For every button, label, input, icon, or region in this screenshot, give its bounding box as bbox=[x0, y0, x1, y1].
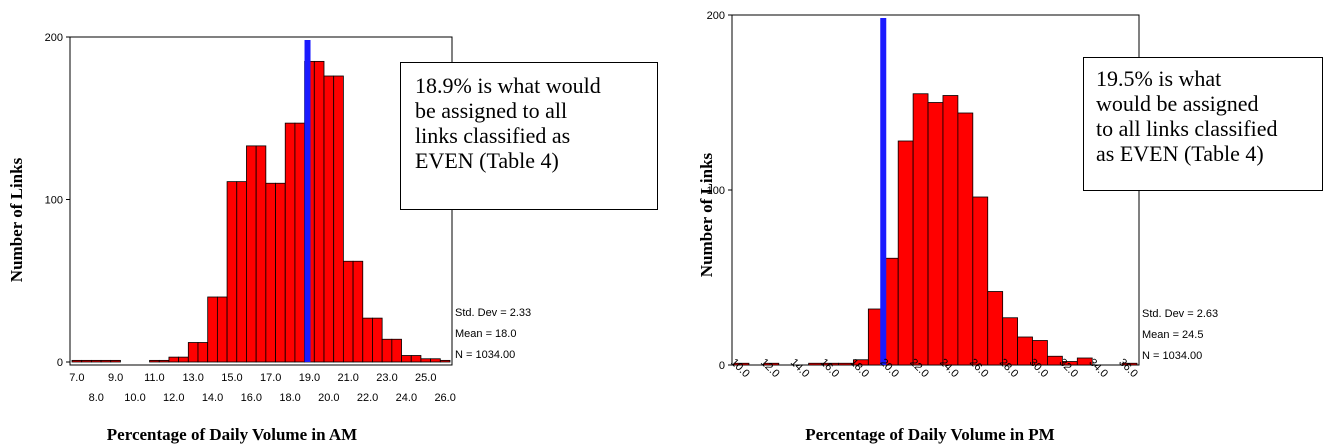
y-tick-label: 200 bbox=[45, 32, 63, 44]
histogram-bar bbox=[334, 76, 344, 362]
x-tick-label: 20.0 bbox=[318, 392, 339, 404]
am-x-ticks: 7.0 9.0 11.0 13.0 15.0 17.0 19.0 21.0 23.0 25.0 8.… bbox=[69, 372, 456, 404]
histogram-bar bbox=[421, 359, 431, 362]
x-tick-label: 15.0 bbox=[221, 372, 242, 384]
am-annotation-line: EVEN (Table 4) bbox=[415, 148, 643, 173]
x-tick-label: 24.0 bbox=[396, 392, 417, 404]
y-tick-label: 0 bbox=[57, 357, 63, 369]
histogram-bar bbox=[431, 359, 441, 362]
histogram-bar bbox=[343, 261, 353, 362]
histogram-bar bbox=[363, 318, 373, 362]
x-tick-label: 12.0 bbox=[163, 392, 184, 404]
x-tick-label: 21.0 bbox=[338, 372, 359, 384]
y-tick-label: 100 bbox=[45, 195, 63, 207]
x-tick-label: 13.0 bbox=[182, 372, 203, 384]
x-tick-label: 36.0 bbox=[1116, 356, 1140, 380]
histogram-bar bbox=[973, 197, 988, 365]
am-y-axis-title: Number of Links bbox=[7, 157, 26, 282]
histogram-bar bbox=[382, 339, 392, 362]
histogram-bar bbox=[101, 360, 111, 362]
pm-stat-n: N = 1034.00 bbox=[1142, 350, 1202, 362]
histogram-bar bbox=[943, 96, 958, 366]
am-x-axis-title: Percentage of Daily Volume in AM bbox=[107, 425, 357, 444]
pm-stat-mean: Mean = 24.5 bbox=[1142, 329, 1203, 341]
x-tick-label: 34.0 bbox=[1086, 356, 1110, 380]
am-annotation-line: be assigned to all bbox=[415, 98, 643, 123]
pm-annotation-line: 19.5% is what bbox=[1096, 66, 1310, 91]
x-tick-label: 17.0 bbox=[260, 372, 281, 384]
am-stat-n: N = 1034.00 bbox=[455, 349, 515, 361]
histogram-bar bbox=[440, 360, 450, 362]
am-stat-mean: Mean = 18.0 bbox=[455, 328, 516, 340]
histogram-bar bbox=[179, 357, 189, 362]
x-tick-label: 16.0 bbox=[818, 356, 842, 380]
x-tick-label: 9.0 bbox=[108, 372, 123, 384]
histogram-bar bbox=[928, 103, 943, 366]
histogram-bar bbox=[392, 339, 402, 362]
histogram-bar bbox=[188, 343, 198, 363]
x-tick-label: 18.0 bbox=[279, 392, 300, 404]
x-tick-label: 16.0 bbox=[241, 392, 262, 404]
x-tick-label: 8.0 bbox=[89, 392, 104, 404]
histogram-bar bbox=[111, 360, 121, 362]
histogram-bar bbox=[256, 146, 266, 362]
histogram-bar bbox=[208, 297, 218, 362]
pm-stat-std-dev: Std. Dev = 2.63 bbox=[1142, 308, 1218, 320]
histogram-bar bbox=[958, 113, 973, 365]
pm-annotation-box: 19.5% is what would be assigned to all l… bbox=[1083, 57, 1323, 191]
am-annotation-line: links classified as bbox=[415, 123, 643, 148]
x-tick-label: 11.0 bbox=[144, 372, 165, 384]
histogram-bar bbox=[150, 360, 160, 362]
histogram-bar bbox=[82, 360, 92, 362]
pm-annotation-line: to all links classified bbox=[1096, 116, 1310, 141]
x-tick-label: 10.0 bbox=[124, 392, 145, 404]
histogram-bar bbox=[91, 360, 101, 362]
histogram-bar bbox=[246, 146, 256, 362]
histogram-bar bbox=[198, 343, 208, 363]
x-tick-label: 14.0 bbox=[202, 392, 223, 404]
histogram-bar bbox=[913, 94, 928, 365]
histogram-bar bbox=[72, 360, 82, 362]
histogram-bar bbox=[169, 357, 179, 362]
x-tick-label: 12.0 bbox=[758, 356, 782, 380]
histogram-bar bbox=[353, 261, 363, 362]
pm-bars bbox=[734, 18, 1137, 365]
x-tick-label: 25.0 bbox=[415, 372, 436, 384]
pm-y-axis-title: Number of Links bbox=[697, 152, 716, 277]
histogram-bar bbox=[295, 123, 305, 362]
histogram-bar bbox=[276, 183, 286, 362]
histogram-bar bbox=[411, 356, 421, 363]
histogram-bar bbox=[402, 356, 412, 363]
histogram-bar bbox=[314, 61, 324, 362]
am-annotation-line: 18.9% is what would bbox=[415, 73, 643, 98]
histogram-bar bbox=[227, 182, 237, 362]
y-tick-label: 200 bbox=[707, 10, 725, 22]
x-tick-label: 10.0 bbox=[728, 356, 752, 380]
histogram-bar bbox=[988, 292, 1003, 366]
histogram-bar bbox=[898, 141, 913, 365]
histogram-bar bbox=[372, 318, 382, 362]
histogram-bar bbox=[237, 182, 247, 362]
pm-annotation-line: would be assigned bbox=[1096, 91, 1310, 116]
am-stat-std-dev: Std. Dev = 2.33 bbox=[455, 307, 531, 319]
y-tick-label: 0 bbox=[719, 360, 725, 372]
histogram-bar bbox=[266, 183, 276, 362]
histogram-bar bbox=[159, 360, 169, 362]
x-tick-label: 22.0 bbox=[357, 392, 378, 404]
am-y-ticks: 0 100 200 bbox=[45, 32, 70, 369]
am-bars bbox=[72, 40, 450, 362]
pm-x-axis-title: Percentage of Daily Volume in PM bbox=[805, 425, 1054, 444]
x-tick-label: 14.0 bbox=[788, 356, 812, 380]
histogram-bar bbox=[217, 297, 227, 362]
x-tick-label: 7.0 bbox=[69, 372, 84, 384]
x-tick-label: 32.0 bbox=[1057, 356, 1081, 380]
am-annotation-box: 18.9% is what would be assigned to all l… bbox=[400, 62, 658, 210]
histogram-bar bbox=[285, 123, 295, 362]
pm-annotation-line: as EVEN (Table 4) bbox=[1096, 141, 1310, 166]
x-tick-label: 23.0 bbox=[376, 372, 397, 384]
x-tick-label: 26.0 bbox=[434, 392, 455, 404]
x-tick-label: 19.0 bbox=[299, 372, 320, 384]
histogram-bar bbox=[324, 76, 334, 362]
